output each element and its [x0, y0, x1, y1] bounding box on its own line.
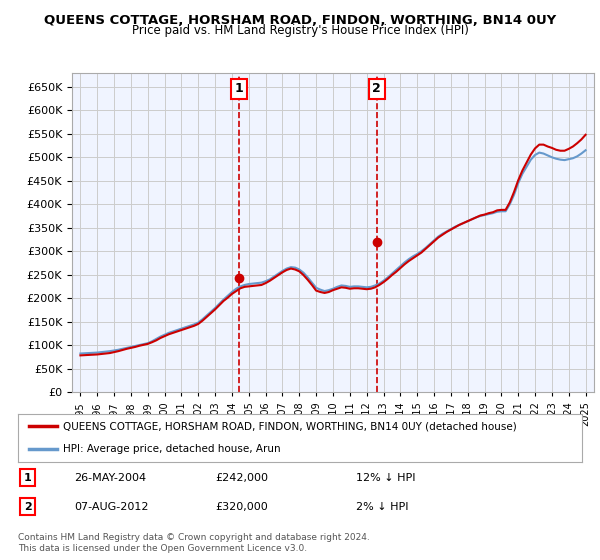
Text: 2: 2 — [373, 82, 381, 95]
Text: 12% ↓ HPI: 12% ↓ HPI — [356, 473, 416, 483]
Text: 26-MAY-2004: 26-MAY-2004 — [74, 473, 146, 483]
Text: £242,000: £242,000 — [215, 473, 268, 483]
Text: 2: 2 — [23, 502, 31, 512]
Text: QUEENS COTTAGE, HORSHAM ROAD, FINDON, WORTHING, BN14 0UY (detached house): QUEENS COTTAGE, HORSHAM ROAD, FINDON, WO… — [63, 421, 517, 431]
Text: QUEENS COTTAGE, HORSHAM ROAD, FINDON, WORTHING, BN14 0UY: QUEENS COTTAGE, HORSHAM ROAD, FINDON, WO… — [44, 14, 556, 27]
Text: HPI: Average price, detached house, Arun: HPI: Average price, detached house, Arun — [63, 444, 281, 454]
Text: £320,000: £320,000 — [215, 502, 268, 512]
Text: Price paid vs. HM Land Registry's House Price Index (HPI): Price paid vs. HM Land Registry's House … — [131, 24, 469, 36]
Text: 2% ↓ HPI: 2% ↓ HPI — [356, 502, 409, 512]
Text: 1: 1 — [235, 82, 243, 95]
Text: Contains HM Land Registry data © Crown copyright and database right 2024.
This d: Contains HM Land Registry data © Crown c… — [18, 533, 370, 553]
Text: 1: 1 — [23, 473, 31, 483]
Text: 07-AUG-2012: 07-AUG-2012 — [74, 502, 149, 512]
